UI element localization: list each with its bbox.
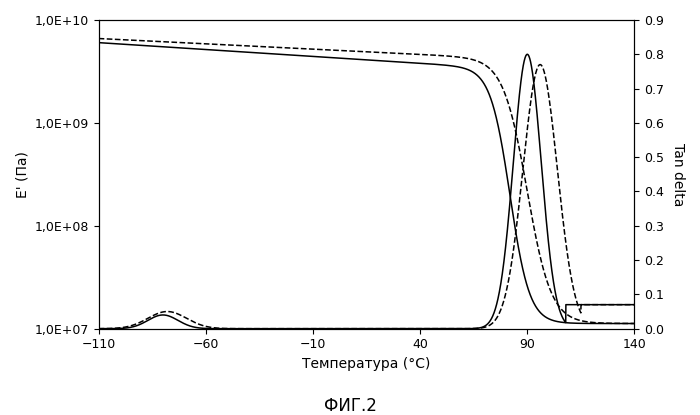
Text: ФИГ.2: ФИГ.2: [323, 397, 377, 415]
Y-axis label: Tan delta: Tan delta: [671, 143, 685, 206]
X-axis label: Температура (°C): Температура (°C): [302, 357, 430, 371]
Y-axis label: E' (Па): E' (Па): [15, 151, 29, 198]
